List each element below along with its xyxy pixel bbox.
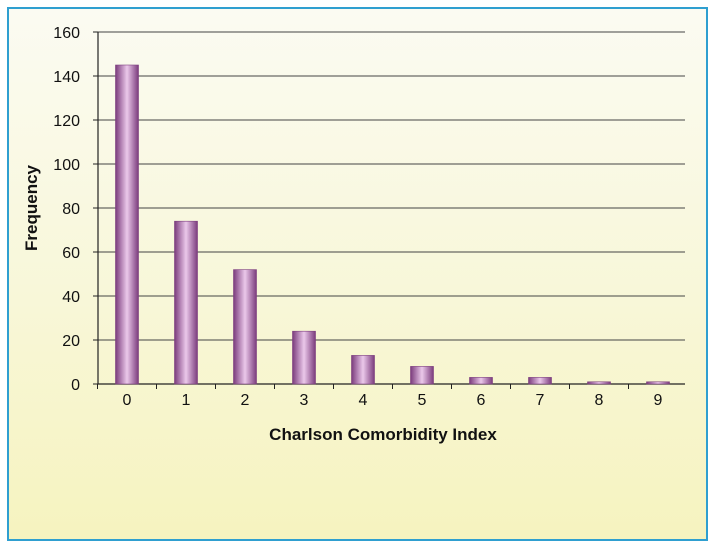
y-tick-label-160: 160 bbox=[53, 25, 80, 42]
y-tick-label-20: 20 bbox=[62, 333, 80, 350]
y-tick-label-140: 140 bbox=[53, 69, 80, 86]
bar-9 bbox=[646, 381, 670, 385]
y-tick-label-40: 40 bbox=[62, 289, 80, 306]
bar-5 bbox=[410, 366, 434, 385]
y-tick-labels: 0 20 40 60 80 100 120 140 160 bbox=[53, 25, 80, 394]
x-tick-label-0: 0 bbox=[123, 392, 132, 409]
x-tick-label-8: 8 bbox=[595, 392, 604, 409]
y-tick-label-100: 100 bbox=[53, 157, 80, 174]
x-tick-label-2: 2 bbox=[241, 392, 250, 409]
bar-4 bbox=[351, 355, 375, 385]
bars bbox=[115, 64, 670, 385]
x-tick-labels: 0 1 2 3 4 5 6 7 8 9 bbox=[123, 392, 663, 409]
bar-8 bbox=[587, 381, 611, 385]
x-tick-label-9: 9 bbox=[654, 392, 663, 409]
y-tick-label-0: 0 bbox=[71, 377, 80, 394]
y-tick-label-120: 120 bbox=[53, 113, 80, 130]
bar-3 bbox=[292, 330, 316, 385]
x-tick-label-5: 5 bbox=[418, 392, 427, 409]
x-axis-title: Charlson Comorbidity Index bbox=[269, 425, 497, 444]
bar-7 bbox=[528, 377, 552, 385]
bar-0 bbox=[115, 64, 139, 385]
bar-1 bbox=[174, 220, 198, 385]
x-tick-label-4: 4 bbox=[359, 392, 368, 409]
x-tick-label-7: 7 bbox=[536, 392, 545, 409]
y-tick-label-80: 80 bbox=[62, 201, 80, 218]
y-tick-label-60: 60 bbox=[62, 245, 80, 262]
x-tick-label-6: 6 bbox=[477, 392, 486, 409]
x-tick-label-1: 1 bbox=[182, 392, 191, 409]
y-axis-title: Frequency bbox=[22, 164, 41, 251]
bar-2 bbox=[233, 269, 257, 385]
x-tick-label-3: 3 bbox=[300, 392, 309, 409]
bar-6 bbox=[469, 377, 493, 385]
